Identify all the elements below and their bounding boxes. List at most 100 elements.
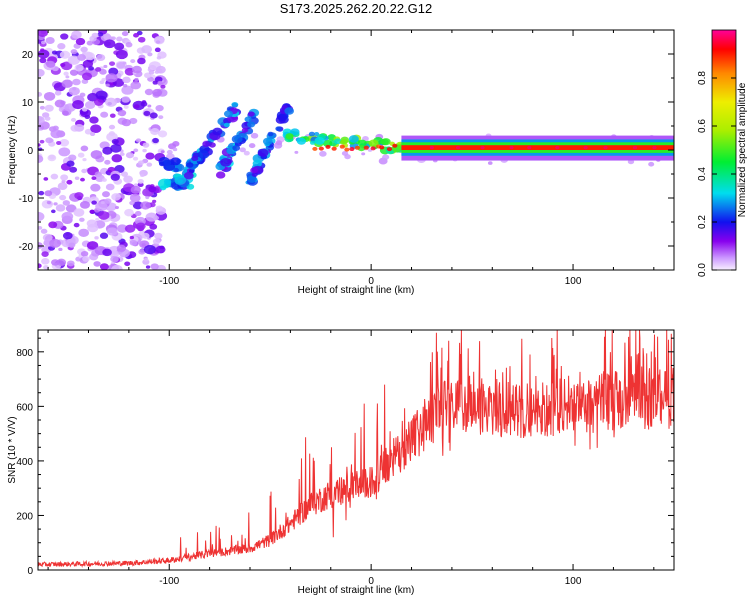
noise-blob xyxy=(115,49,128,60)
streak3-blob xyxy=(257,148,269,157)
noise-blob xyxy=(150,263,159,270)
carrier-peak xyxy=(480,146,485,150)
noise-blob xyxy=(155,205,163,211)
faint-speckle xyxy=(166,149,173,155)
noise-blob xyxy=(91,176,97,181)
hot-spot xyxy=(386,147,393,152)
noise-blob xyxy=(141,232,150,239)
noise-blob xyxy=(89,132,96,137)
noise-blob xyxy=(133,148,139,153)
noise-blob xyxy=(90,150,103,160)
converging-blob xyxy=(341,139,348,145)
streak3-blob xyxy=(250,167,259,174)
noise-blob xyxy=(95,217,100,222)
noise-blob xyxy=(147,52,153,57)
streak2-blob xyxy=(232,144,241,151)
noise-blob xyxy=(148,186,157,193)
carrier-peak xyxy=(632,146,638,150)
noise-blob xyxy=(69,69,79,76)
noise-blob xyxy=(99,263,109,270)
streak1-blob xyxy=(212,127,223,136)
noise-blob xyxy=(152,137,159,144)
noise-blob xyxy=(77,53,86,61)
noise-blob xyxy=(74,64,84,72)
noise-blob xyxy=(102,248,112,257)
hot-spot xyxy=(354,145,361,150)
noise-blob xyxy=(148,70,155,75)
noise-blob xyxy=(96,54,106,62)
snr-ytick-label: 200 xyxy=(16,511,33,522)
noise-blob xyxy=(152,88,163,97)
noise-blob xyxy=(94,236,99,240)
tone1-blob xyxy=(163,178,172,185)
carrier-peak xyxy=(583,146,588,150)
carrier-peak xyxy=(555,146,560,150)
hot-spot xyxy=(339,144,345,149)
noise-blob xyxy=(39,105,45,110)
faint-speckle xyxy=(294,150,299,154)
noise-blob xyxy=(39,139,45,144)
colorbar-tick-label: 0.2 xyxy=(697,215,708,229)
faint-speckle xyxy=(243,150,250,156)
streak3-blob xyxy=(262,137,273,146)
hot-spot xyxy=(363,145,369,150)
noise-blob xyxy=(51,50,58,55)
hot-spot xyxy=(312,146,318,151)
streak1-blob xyxy=(223,110,234,118)
noise-blob xyxy=(143,244,157,255)
snr-ylabel: SNR (10 * V/V) xyxy=(7,416,18,483)
streak1-blob xyxy=(223,122,230,128)
noise-blob xyxy=(82,59,94,68)
spectrogram-marks xyxy=(38,30,674,270)
spectrogram-xlabel: Height of straight line (km) xyxy=(298,285,415,296)
noise-blob xyxy=(62,231,73,240)
noise-blob xyxy=(38,225,43,230)
tone1-blob xyxy=(163,159,172,166)
noise-blob xyxy=(143,257,149,262)
noise-blob xyxy=(155,40,161,44)
noise-blob xyxy=(80,177,85,182)
noise-blob xyxy=(156,264,166,270)
snr-ytick-label: 800 xyxy=(16,348,33,359)
streak1-blob xyxy=(231,101,239,108)
colorbar-gradient xyxy=(711,29,737,271)
streak1-blob xyxy=(186,162,194,168)
noise-blob xyxy=(54,99,65,108)
noise-blob xyxy=(101,178,107,182)
noise-blob xyxy=(102,146,113,155)
noise-blob xyxy=(106,227,118,236)
noise-blob xyxy=(71,30,82,39)
noise-blob xyxy=(38,154,44,164)
noise-blob xyxy=(90,124,102,133)
noise-blob xyxy=(110,255,119,263)
noise-blob xyxy=(154,232,163,240)
carrier-peak xyxy=(429,146,434,150)
noise-blob xyxy=(142,142,150,148)
noise-blob xyxy=(102,191,110,198)
noise-blob xyxy=(105,97,118,107)
noise-blob xyxy=(99,232,109,239)
noise-blob xyxy=(140,101,148,107)
streak2-blob xyxy=(247,111,255,117)
noise-blob xyxy=(84,114,91,119)
noise-blob xyxy=(44,190,53,197)
noise-blob xyxy=(75,37,86,46)
hot-spot xyxy=(325,144,331,149)
noise-blob xyxy=(61,211,74,221)
noise-blob xyxy=(41,251,49,257)
faint-speckle xyxy=(341,150,349,156)
noise-blob xyxy=(66,179,73,185)
noise-blob xyxy=(103,64,108,69)
noise-blob xyxy=(116,61,126,69)
noise-blob xyxy=(147,104,152,108)
faint-speckle xyxy=(248,143,256,149)
noise-blob xyxy=(133,104,140,109)
noise-blob xyxy=(81,72,93,81)
faint-speckle xyxy=(168,143,177,150)
noise-blob xyxy=(132,156,139,161)
noise-blob xyxy=(123,175,133,183)
noise-blob xyxy=(74,124,85,132)
noise-blob xyxy=(38,242,43,249)
faint-speckle xyxy=(382,154,390,160)
colorbar-tick-label: 0.4 xyxy=(697,167,708,181)
